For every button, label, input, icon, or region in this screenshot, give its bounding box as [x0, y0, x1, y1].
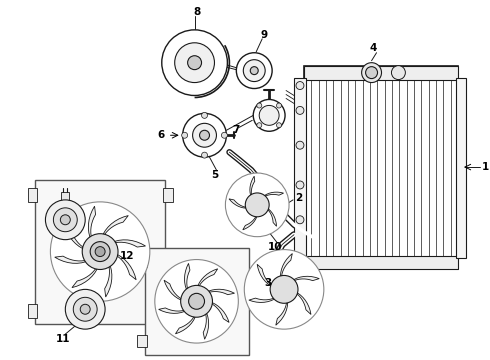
Circle shape	[362, 63, 382, 82]
Polygon shape	[105, 266, 112, 297]
Circle shape	[155, 260, 238, 343]
Circle shape	[60, 215, 70, 225]
Polygon shape	[185, 264, 190, 289]
Bar	[163, 304, 172, 318]
Text: 7: 7	[233, 125, 240, 135]
Circle shape	[188, 56, 201, 69]
Circle shape	[236, 53, 272, 89]
Polygon shape	[118, 255, 136, 280]
Polygon shape	[212, 303, 229, 323]
Circle shape	[201, 152, 207, 158]
Circle shape	[296, 82, 304, 90]
Polygon shape	[268, 209, 276, 226]
Polygon shape	[72, 269, 97, 288]
Circle shape	[50, 202, 150, 301]
Bar	[27, 188, 37, 202]
Polygon shape	[198, 269, 218, 285]
Circle shape	[296, 107, 304, 114]
Polygon shape	[175, 317, 195, 334]
Text: 5: 5	[211, 170, 218, 180]
Circle shape	[296, 181, 304, 189]
Text: 10: 10	[268, 242, 282, 252]
Circle shape	[392, 66, 405, 80]
Polygon shape	[203, 314, 209, 339]
Polygon shape	[88, 206, 96, 237]
Polygon shape	[164, 280, 181, 300]
Circle shape	[221, 132, 227, 138]
Text: 11: 11	[56, 334, 71, 344]
Bar	[27, 304, 37, 318]
Circle shape	[82, 234, 118, 270]
Circle shape	[80, 304, 90, 314]
Circle shape	[253, 99, 285, 131]
Polygon shape	[250, 176, 255, 195]
Circle shape	[90, 242, 110, 261]
Circle shape	[245, 193, 269, 217]
Bar	[35, 180, 165, 324]
Bar	[456, 78, 466, 257]
Circle shape	[162, 30, 227, 95]
Circle shape	[182, 132, 188, 138]
Circle shape	[245, 249, 324, 329]
Polygon shape	[229, 199, 246, 208]
Circle shape	[276, 103, 281, 108]
Bar	[304, 256, 458, 270]
Circle shape	[65, 289, 105, 329]
Polygon shape	[257, 264, 271, 286]
Circle shape	[244, 60, 265, 82]
Circle shape	[259, 105, 279, 125]
Circle shape	[270, 275, 298, 303]
Text: 9: 9	[261, 30, 268, 40]
Polygon shape	[297, 293, 311, 315]
Circle shape	[95, 247, 105, 257]
Circle shape	[53, 208, 77, 232]
Polygon shape	[294, 276, 319, 281]
Text: 6: 6	[157, 130, 165, 140]
Text: 8: 8	[193, 7, 200, 17]
Polygon shape	[115, 240, 146, 247]
Circle shape	[296, 141, 304, 149]
Circle shape	[189, 293, 204, 309]
Circle shape	[296, 216, 304, 224]
Polygon shape	[103, 216, 128, 234]
Text: 4: 4	[370, 43, 377, 53]
Circle shape	[366, 67, 377, 78]
Bar	[81, 282, 89, 289]
Circle shape	[183, 113, 226, 157]
Text: 3: 3	[264, 278, 271, 288]
Polygon shape	[64, 224, 83, 248]
Bar	[294, 78, 306, 257]
Bar	[304, 66, 458, 270]
Bar	[61, 192, 69, 200]
Bar	[163, 188, 172, 202]
Circle shape	[276, 123, 281, 128]
Polygon shape	[159, 308, 184, 313]
Polygon shape	[265, 192, 284, 196]
Text: 1: 1	[482, 162, 489, 172]
Circle shape	[46, 200, 85, 240]
Polygon shape	[55, 256, 85, 263]
Bar	[145, 248, 249, 355]
Text: 2: 2	[295, 193, 302, 203]
Circle shape	[74, 297, 97, 321]
Circle shape	[175, 43, 215, 82]
Circle shape	[199, 130, 210, 140]
Circle shape	[181, 285, 213, 317]
Bar	[137, 256, 147, 267]
Circle shape	[225, 173, 289, 237]
Polygon shape	[243, 217, 257, 230]
Polygon shape	[249, 298, 274, 302]
Circle shape	[193, 123, 217, 147]
Polygon shape	[276, 303, 288, 325]
Circle shape	[250, 67, 258, 75]
Bar	[304, 66, 458, 80]
Polygon shape	[209, 289, 235, 295]
Polygon shape	[280, 253, 293, 276]
Circle shape	[257, 103, 262, 108]
Circle shape	[201, 112, 207, 118]
Circle shape	[257, 123, 262, 128]
Bar	[137, 335, 147, 347]
Text: 12: 12	[120, 251, 134, 261]
